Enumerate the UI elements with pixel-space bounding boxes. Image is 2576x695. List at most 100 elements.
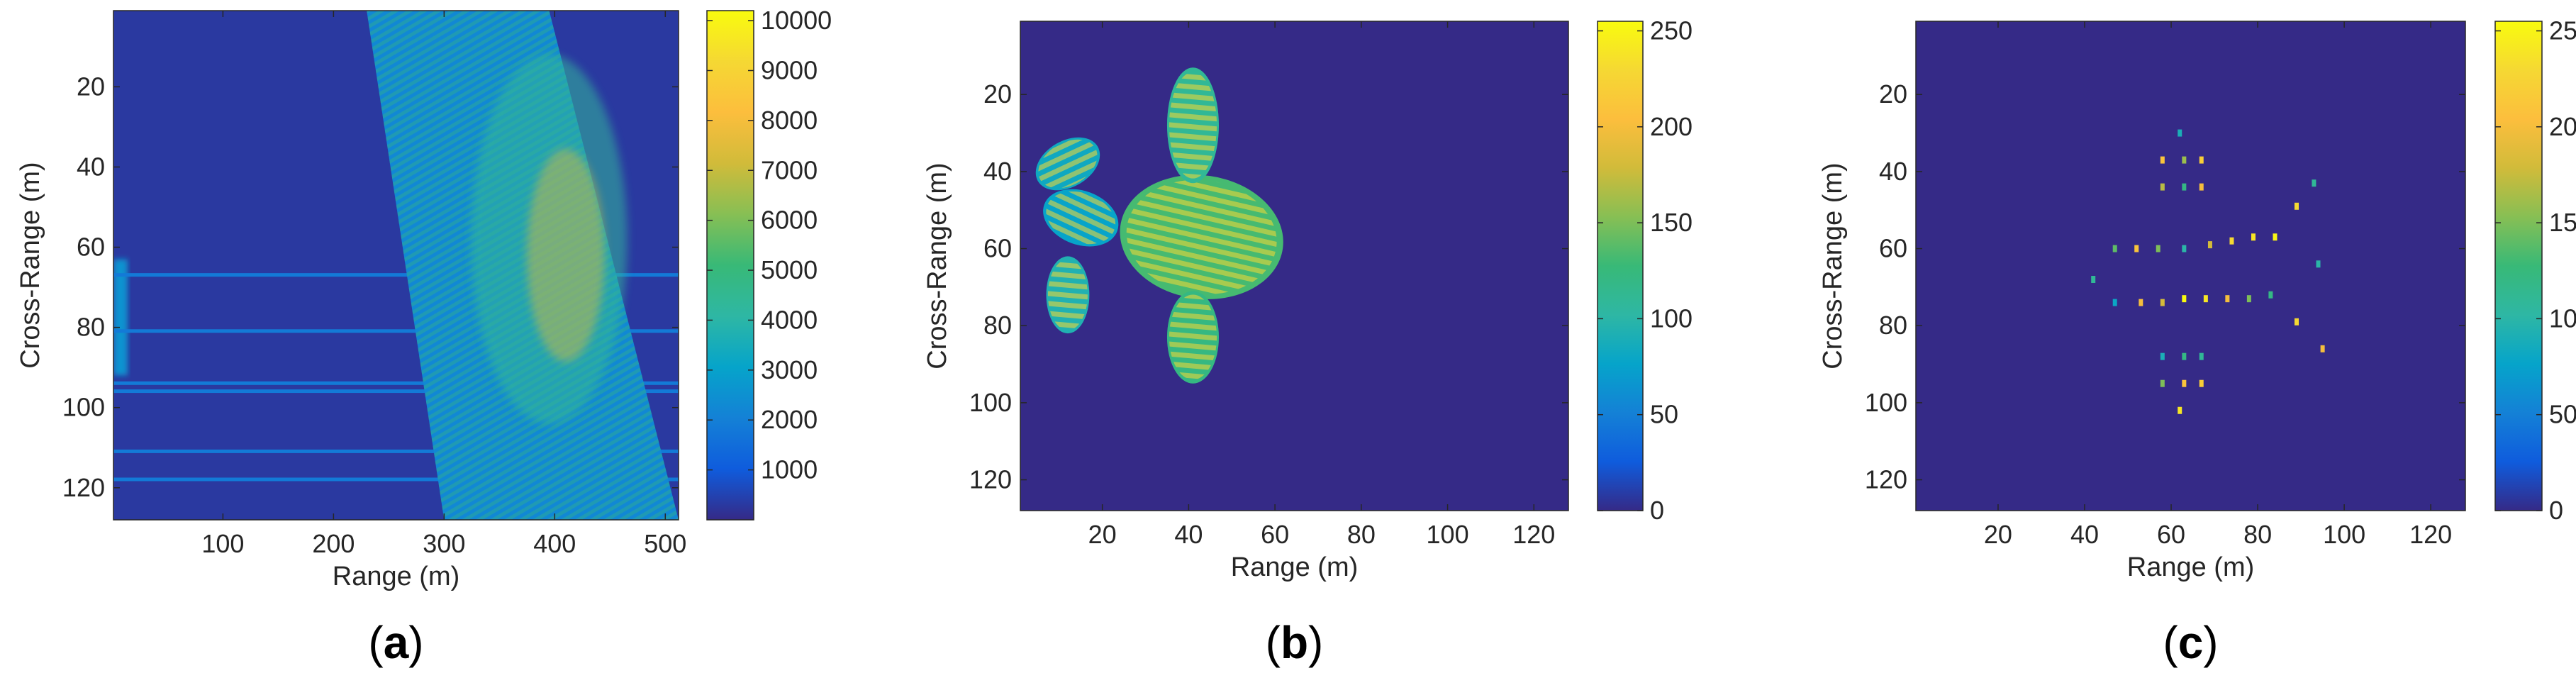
- heatmap-target-peak: [526, 148, 605, 362]
- y-tick-label: 100: [62, 393, 105, 422]
- colorbar: [706, 10, 754, 521]
- colorbar-tick-label: 100: [2549, 304, 2576, 333]
- scatterer-point: [2160, 183, 2165, 191]
- heatmap-image: [2091, 129, 2325, 414]
- scatterer-point: [2182, 352, 2187, 360]
- x-tick-label: 200: [312, 529, 355, 558]
- heatmap-region-tail-mid-fringes: [1046, 191, 1116, 245]
- scatterer-point: [2295, 202, 2299, 210]
- colorbar-tick-label: 50: [2549, 400, 2576, 429]
- x-tick-label: 100: [201, 529, 244, 558]
- colorbar-tick-label: 0: [1650, 496, 1664, 525]
- heatmap-image: [1035, 67, 1283, 384]
- scatterer-point: [2182, 295, 2187, 303]
- y-axis-label: Cross-Range (m): [1818, 162, 1848, 369]
- x-tick-label: 60: [2157, 520, 2185, 549]
- heatmap-region-lower-wing-fringes: [1169, 294, 1217, 380]
- y-tick-label: 120: [62, 473, 105, 502]
- colorbar-tick-label: 150: [2549, 208, 2576, 237]
- heatmap-streak: [113, 329, 679, 333]
- heatmap-region-upper-wing-fringes: [1169, 72, 1217, 179]
- x-axis-label: Range (m): [1231, 552, 1359, 582]
- scatterer-point: [2160, 299, 2165, 306]
- colorbar-tick-label: 100: [1650, 304, 1693, 333]
- panel-label: (a): [368, 617, 423, 668]
- colorbar-tick-label: 8000: [761, 106, 818, 135]
- y-tick-label: 80: [1879, 311, 1907, 340]
- y-tick-label: 20: [77, 72, 105, 101]
- y-tick-label: 100: [969, 388, 1012, 417]
- panel-label: (c): [2163, 617, 2218, 668]
- scatterer-point: [2160, 352, 2165, 360]
- colorbar-tick-label: 6000: [761, 206, 818, 235]
- heatmap-edge-feature: [113, 259, 128, 376]
- y-tick-label: 120: [1865, 465, 1907, 494]
- y-tick-label: 40: [77, 152, 105, 181]
- colorbar-tick-label: 50: [1650, 400, 1678, 429]
- scatterer-point: [2182, 156, 2187, 164]
- scatterer-point: [2112, 245, 2117, 252]
- heatmap-background: [1916, 21, 2465, 511]
- scatterer-point: [2112, 299, 2117, 306]
- y-tick-label: 60: [77, 233, 105, 262]
- x-tick-label: 80: [2243, 520, 2272, 549]
- scatterer-point: [2207, 241, 2212, 249]
- x-axis-label: Range (m): [2127, 552, 2255, 582]
- colorbar-tick-label: 250: [1650, 16, 1693, 45]
- scatterer-point: [2312, 179, 2316, 187]
- heatmap-streak: [113, 449, 679, 453]
- scatterer-point: [2273, 233, 2277, 241]
- x-tick-label: 20: [1088, 520, 1117, 549]
- x-tick-label: 120: [1512, 520, 1555, 549]
- x-tick-label: 40: [2070, 520, 2099, 549]
- chart-panel-a: 100 200 300 400 500 20 40 60 80 100 120 Range (m) Cr…: [16, 6, 832, 668]
- axes-frame: [1915, 21, 2466, 511]
- heatmap-background: [1020, 21, 1568, 511]
- scatterer-point: [2182, 183, 2187, 191]
- colorbar-tick-label: 7000: [761, 155, 818, 184]
- y-tick-label: 60: [1879, 234, 1907, 263]
- y-tick-label: 40: [1879, 157, 1907, 186]
- scatterer-point: [2160, 379, 2165, 387]
- colorbar-tick-label: 10000: [761, 6, 832, 35]
- scatterer-point: [2156, 245, 2160, 252]
- scatterer-point: [2251, 233, 2256, 241]
- colorbar-tick-label: 5000: [761, 255, 818, 284]
- y-tick-label: 100: [1865, 388, 1907, 417]
- scatterer-point: [2203, 295, 2208, 303]
- heatmap-region-tail-lower-fringes: [1047, 259, 1088, 330]
- y-tick-label: 80: [983, 311, 1012, 340]
- heatmap-region-fuselage-fringes: [1126, 179, 1277, 294]
- colorbar-tick-label: 250: [2549, 16, 2576, 45]
- scatterer-point: [2229, 237, 2234, 245]
- y-tick-label: 20: [1879, 79, 1907, 109]
- scatterer-point: [2199, 156, 2204, 164]
- colorbar-tick-label: 200: [1650, 112, 1693, 141]
- colorbar-tick-label: 200: [2549, 112, 2576, 141]
- scatterer-point: [2320, 345, 2325, 352]
- scatterer-point: [2199, 379, 2204, 387]
- scatterer-point: [2178, 406, 2182, 414]
- scatterer-point: [2182, 379, 2187, 387]
- heatmap-region-tail-upper-fringes: [1038, 139, 1098, 189]
- scatterer-point: [2225, 295, 2230, 303]
- scatterer-point: [2295, 318, 2299, 326]
- chart-panel-c: 20 40 60 80 100 120 20 40 60 80 100 120 Range (m) Cro…: [1818, 16, 2576, 668]
- scatterer-point: [2199, 352, 2204, 360]
- x-tick-label: 300: [423, 529, 465, 558]
- heatmap-streak: [113, 273, 679, 277]
- x-tick-label: 20: [1984, 520, 2012, 549]
- heatmap-streak: [113, 381, 679, 385]
- colorbar-tick-label: 3000: [761, 355, 818, 384]
- heatmap-image: [113, 11, 679, 520]
- chart-panel-b: 20 40 60 80 100 120 20 40 60 80 100 120 Range (m) Cro…: [922, 16, 1693, 668]
- scatterer-point: [2199, 183, 2204, 191]
- scatterer-point: [2178, 129, 2182, 137]
- x-tick-label: 100: [2323, 520, 2365, 549]
- y-axis-label: Cross-Range (m): [922, 162, 952, 369]
- axes-frame: [1020, 21, 1569, 511]
- scatterer-point: [2091, 276, 2096, 284]
- scatterer-point: [2182, 245, 2187, 252]
- scatterer-point: [2139, 299, 2143, 306]
- colorbar-tick-label: 9000: [761, 55, 818, 84]
